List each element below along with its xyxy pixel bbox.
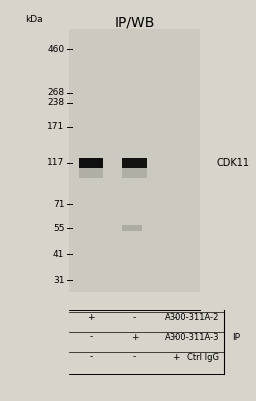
Text: -: -: [89, 332, 93, 342]
Text: +: +: [87, 313, 95, 322]
Text: 238: 238: [47, 98, 64, 107]
Text: kDa: kDa: [25, 15, 42, 24]
Bar: [69, 29, 200, 292]
Text: +: +: [131, 332, 138, 342]
Text: 71: 71: [53, 200, 64, 209]
Text: 55: 55: [53, 224, 64, 233]
Text: -: -: [133, 352, 136, 361]
Text: -: -: [174, 313, 177, 322]
Text: CDK11: CDK11: [217, 158, 250, 168]
Bar: [79, 158, 103, 168]
Text: 31: 31: [53, 275, 64, 285]
Bar: [122, 158, 147, 168]
Text: 268: 268: [47, 89, 64, 97]
Text: 41: 41: [53, 250, 64, 259]
Text: Ctrl IgG: Ctrl IgG: [187, 352, 219, 361]
Bar: [122, 225, 142, 231]
Bar: [79, 168, 103, 178]
Text: A300-311A-2: A300-311A-2: [165, 313, 219, 322]
Text: A300-311A-3: A300-311A-3: [165, 332, 219, 342]
Text: +: +: [172, 352, 179, 361]
Text: -: -: [89, 352, 93, 361]
Text: 460: 460: [47, 45, 64, 54]
Text: IP/WB: IP/WB: [114, 15, 155, 29]
Bar: [122, 168, 147, 178]
Text: -: -: [174, 332, 177, 342]
Text: 117: 117: [47, 158, 64, 167]
Text: -: -: [133, 313, 136, 322]
Text: 171: 171: [47, 122, 64, 132]
Text: IP: IP: [232, 332, 240, 342]
